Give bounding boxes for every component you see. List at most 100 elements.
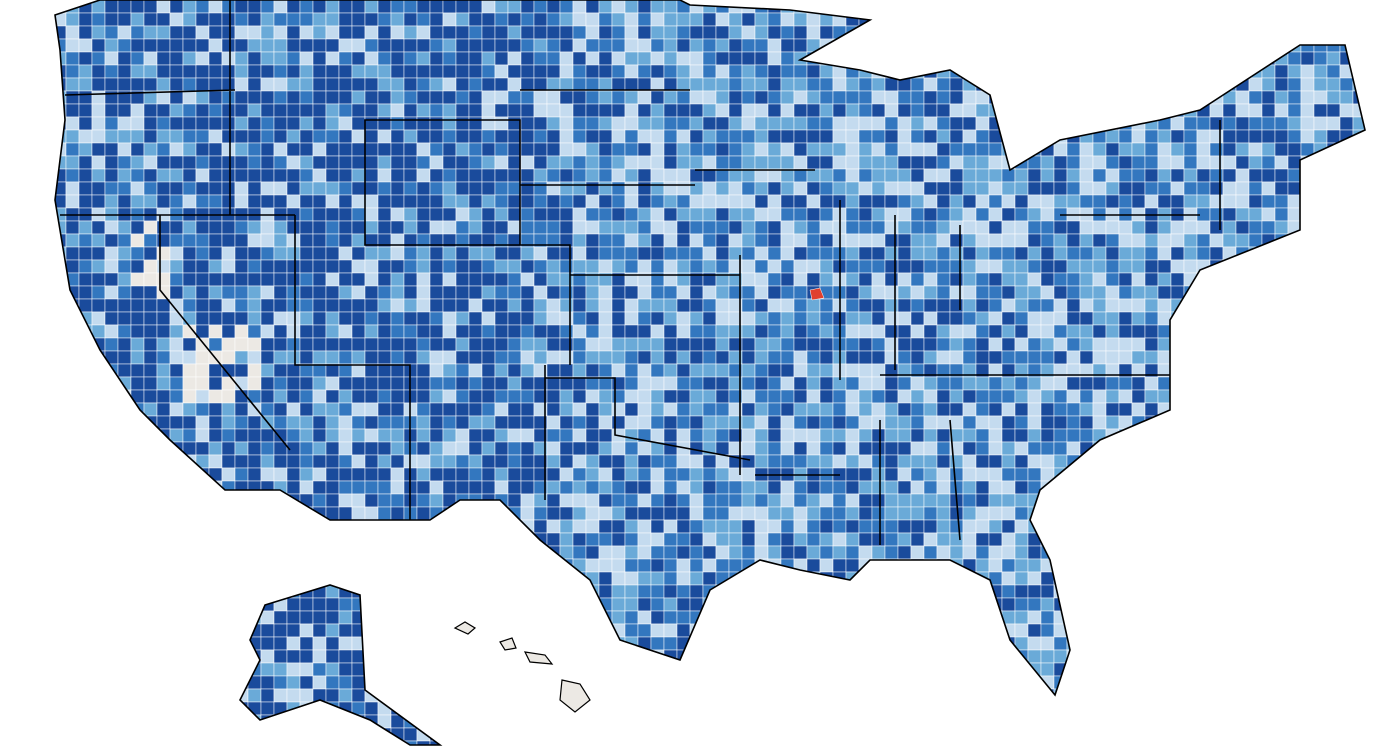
county: [1300, 311, 1315, 326]
county: [1287, 571, 1302, 586]
county: [429, 584, 444, 599]
county: [1001, 64, 1016, 79]
county: [1379, 143, 1389, 156]
county: [1313, 532, 1328, 547]
county: [1248, 25, 1263, 40]
county: [1300, 454, 1315, 469]
county: [1040, 428, 1055, 443]
county: [1144, 116, 1159, 131]
county: [923, 350, 938, 365]
county: [247, 545, 262, 560]
county: [1170, 51, 1185, 66]
county: [806, 12, 821, 27]
county: [611, 558, 626, 573]
county: [1287, 402, 1302, 417]
county: [1131, 467, 1146, 482]
county: [130, 168, 145, 183]
county: [481, 103, 496, 118]
county: [1222, 233, 1237, 248]
county: [1196, 38, 1211, 53]
county: [247, 12, 262, 27]
county: [949, 77, 964, 92]
county: [767, 337, 782, 352]
county: [988, 233, 1003, 248]
county: [598, 415, 613, 430]
county: [611, 610, 626, 625]
county: [481, 12, 496, 27]
county: [780, 363, 795, 378]
county: [1183, 376, 1198, 391]
county: [143, 38, 158, 53]
county: [546, 311, 561, 326]
county: [598, 454, 613, 469]
county: [923, 194, 938, 209]
county: [481, 155, 496, 170]
county: [1131, 129, 1146, 144]
county: [1313, 389, 1328, 404]
county: [40, 312, 53, 325]
county: [1014, 51, 1029, 66]
county: [338, 103, 353, 118]
county: [1118, 298, 1133, 313]
county: [1157, 389, 1172, 404]
county: [1014, 12, 1029, 27]
county: [247, 376, 262, 391]
county: [130, 103, 145, 118]
county: [286, 181, 301, 196]
county: [1235, 532, 1250, 547]
county: [351, 376, 366, 391]
county: [689, 415, 704, 430]
county: [897, 324, 912, 339]
county: [40, 403, 53, 416]
county: [1157, 311, 1172, 326]
county: [351, 350, 366, 365]
county: [754, 350, 769, 365]
county: [1183, 545, 1198, 560]
county: [871, 168, 886, 183]
county: [1222, 77, 1237, 92]
county: [1040, 337, 1055, 352]
county: [221, 610, 236, 625]
county: [1366, 221, 1379, 234]
county: [520, 207, 535, 222]
county: [1339, 597, 1354, 612]
county: [676, 246, 691, 261]
county: [78, 506, 93, 521]
county: [494, 194, 509, 209]
county: [806, 584, 821, 599]
county: [975, 64, 990, 79]
county: [351, 25, 366, 40]
county: [1183, 246, 1198, 261]
county: [1092, 246, 1107, 261]
county: [546, 103, 561, 118]
county: [156, 467, 171, 482]
county: [247, 454, 262, 469]
county: [780, 181, 795, 196]
county: [312, 181, 327, 196]
county: [234, 493, 249, 508]
county: [195, 259, 210, 274]
county: [1183, 90, 1198, 105]
county: [338, 571, 353, 586]
county: [533, 155, 548, 170]
county: [1014, 493, 1029, 508]
county: [364, 103, 379, 118]
county: [273, 350, 288, 365]
county: [442, 389, 457, 404]
county: [767, 311, 782, 326]
county: [481, 584, 496, 599]
county: [169, 493, 184, 508]
county: [55, 350, 67, 365]
county: [442, 350, 457, 365]
county: [1066, 25, 1081, 40]
county: [390, 90, 405, 105]
county: [494, 441, 509, 456]
county: [156, 220, 171, 235]
county: [1079, 38, 1094, 53]
county: [299, 259, 314, 274]
county: [1261, 90, 1276, 105]
county: [949, 142, 964, 157]
county: [403, 311, 418, 326]
county: [611, 311, 626, 326]
county: [1248, 220, 1263, 235]
